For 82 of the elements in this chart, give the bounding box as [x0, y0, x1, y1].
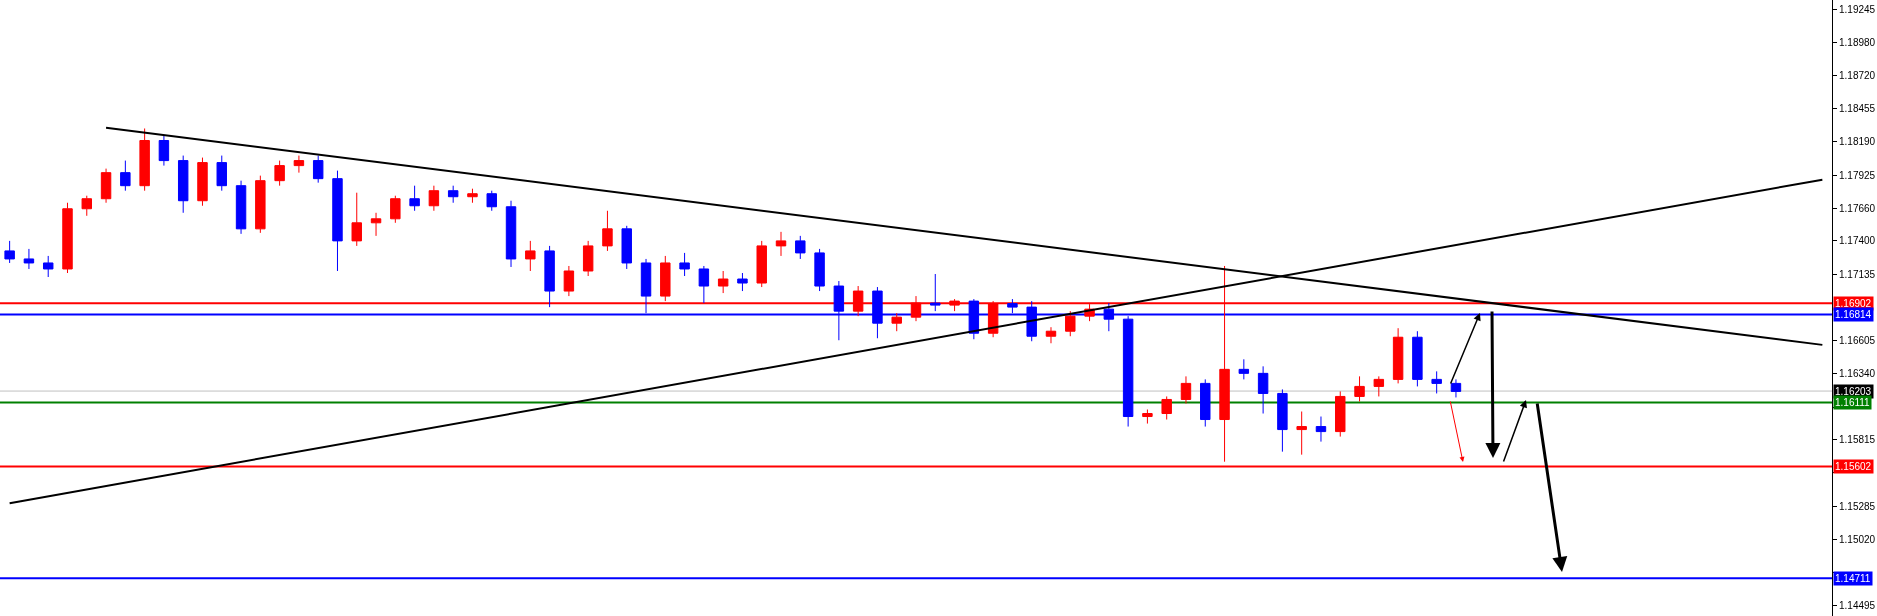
candlestick [795, 235, 806, 260]
candlestick [1065, 310, 1076, 337]
ref-line-label: 1.16111 [1835, 397, 1871, 408]
ref-line-label: 1.16902 [1835, 298, 1872, 309]
candlestick [1257, 365, 1269, 415]
candlestick [293, 155, 305, 174]
candlestick [312, 155, 324, 184]
candlestick [1392, 327, 1404, 384]
ref-line-label: 1.16814 [1835, 309, 1872, 320]
candlestick [1315, 416, 1327, 443]
candlestick [1161, 395, 1172, 421]
y-tick-label: 1.16605 [1839, 335, 1876, 347]
ref-line-label: 1.16203 [1835, 386, 1872, 397]
candlestick [544, 245, 555, 308]
candlestick [255, 175, 266, 234]
ref-line-label: 1.14711 [1835, 573, 1871, 584]
candlestick [120, 160, 131, 192]
candlestick [582, 240, 594, 277]
candlestick [698, 265, 710, 304]
y-tick-label: 1.18190 [1839, 136, 1876, 148]
candlestick [525, 240, 536, 272]
y-tick-label: 1.14495 [1839, 599, 1876, 611]
y-tick-label: 1.18720 [1839, 69, 1876, 81]
candlestick [1045, 326, 1057, 344]
candlestick [447, 185, 459, 204]
candlestick [370, 212, 382, 237]
candlestick [505, 200, 517, 268]
candlestick [1412, 330, 1423, 387]
candlestick [621, 225, 632, 270]
y-tick-label: 1.15020 [1839, 533, 1876, 545]
candlestick [4, 240, 15, 264]
candlestick [428, 185, 440, 212]
y-tick-label: 1.17925 [1839, 169, 1876, 181]
candlestick [563, 265, 575, 297]
candlestick [1354, 375, 1365, 402]
candlestick [1277, 388, 1288, 453]
candlestick [351, 192, 362, 247]
y-tick-label: 1.19245 [1839, 3, 1876, 15]
candlestick [158, 134, 170, 167]
candlestick [756, 240, 767, 288]
candlestick [409, 185, 420, 212]
candlestick [274, 160, 285, 187]
candlestick [23, 248, 35, 270]
candlestick [679, 252, 690, 277]
candlestick [332, 170, 343, 272]
y-tick-label: 1.17400 [1839, 235, 1876, 247]
candlestick [467, 188, 478, 204]
candlestick [1200, 378, 1211, 428]
candlestick [1142, 409, 1153, 425]
y-tick-label: 1.15285 [1839, 500, 1876, 512]
candlestick [717, 270, 729, 294]
ref-line-label: 1.15602 [1835, 461, 1872, 472]
candlestick [486, 190, 497, 212]
candlestick [197, 157, 208, 207]
candlestick [42, 255, 54, 278]
candlestick [737, 272, 748, 292]
candlestick [814, 248, 825, 292]
y-tick-label: 1.17660 [1839, 202, 1876, 214]
candlestick [1335, 390, 1346, 438]
candlestick [1373, 375, 1385, 397]
candlestick [216, 155, 227, 192]
candlestick [81, 195, 92, 217]
candlestick [390, 195, 401, 224]
y-tick-label: 1.18980 [1839, 37, 1876, 49]
candlestick [177, 155, 189, 214]
candlestick [62, 202, 73, 274]
candlestick [775, 231, 787, 257]
candlestick [602, 210, 613, 252]
candlestick [891, 312, 902, 332]
candlestick [1180, 375, 1192, 404]
y-tick-label: 1.17135 [1839, 268, 1876, 280]
candlestick [100, 168, 112, 204]
candlestick [1450, 378, 1462, 398]
candlestick [1431, 370, 1442, 394]
candlestick [235, 180, 247, 235]
y-tick-label: 1.16340 [1839, 368, 1876, 380]
candlestick [1296, 411, 1307, 456]
y-tick-label: 1.15815 [1839, 434, 1876, 446]
candlestick [930, 273, 941, 312]
y-tick-label: 1.18455 [1839, 103, 1876, 115]
candlestick [1238, 358, 1250, 380]
candlestick [139, 127, 150, 192]
